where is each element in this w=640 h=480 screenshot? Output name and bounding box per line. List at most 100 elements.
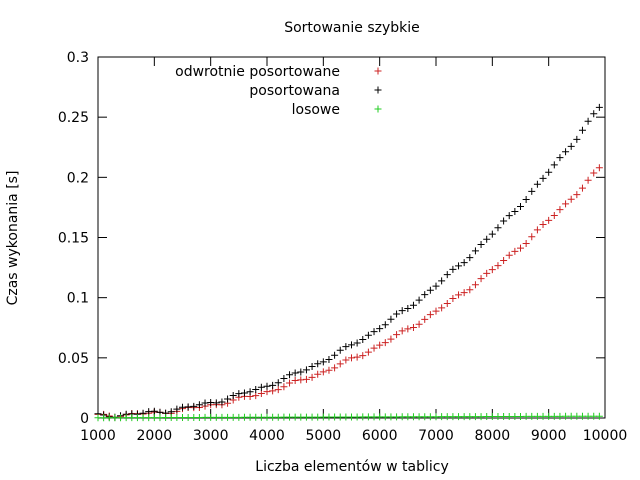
data-point [331,364,339,372]
data-point [280,374,288,382]
y-tick-label: 0.1 [67,291,89,307]
data-point [590,169,598,177]
data-point [246,388,254,396]
legend-label: losowe [292,102,340,118]
data-point [511,247,519,255]
data-point [393,331,401,339]
data-point [381,339,389,347]
data-point [409,301,417,309]
data-point [336,360,344,368]
legend-marker [374,86,382,94]
data-point [398,327,406,335]
data-point [218,398,226,406]
chart-title: Sortowanie szybkie [284,20,420,36]
data-point [426,311,434,319]
data-point [488,230,496,238]
data-point [522,239,530,247]
data-point [325,355,333,363]
data-point [517,203,524,211]
data-point [331,351,339,359]
data-point [533,226,541,234]
data-point [443,299,451,307]
legend-marker [374,105,382,113]
data-point [308,373,316,381]
data-point [449,265,457,273]
data-point [252,392,260,400]
data-point [584,117,592,125]
data-point [235,390,243,398]
data-point [539,221,547,229]
data-point [308,363,316,371]
data-point [240,389,248,397]
data-point [370,344,378,352]
x-tick-label: 9000 [531,428,567,444]
data-point [297,368,305,376]
data-point [302,375,310,383]
data-point [432,307,440,315]
data-point [404,325,412,333]
data-point [494,224,502,232]
x-tick-label: 8000 [475,428,511,444]
data-point [528,187,536,195]
data-point [483,269,491,277]
data-point [573,135,581,143]
legend-label: posortowana [249,83,340,99]
data-point [595,412,603,420]
data-point [421,291,429,299]
y-tick-label: 0 [80,411,89,427]
data-point [252,385,260,393]
x-tick-label: 1000 [80,428,116,444]
data-point [483,235,491,243]
data-point [550,161,558,169]
data-point [438,304,446,312]
data-point [449,295,457,303]
data-point [302,366,310,374]
data-point [578,126,586,134]
data-point [370,328,378,336]
data-point [150,407,158,415]
data-point [562,200,570,208]
data-point [387,335,395,343]
data-point [353,353,361,361]
data-point [471,247,479,255]
data-point [567,195,575,203]
data-point [314,370,322,378]
data-point [348,341,355,349]
data-point [421,315,429,323]
data-point [415,320,423,328]
data-point [590,110,598,118]
data-point [274,379,282,387]
y-tick-label: 0.15 [58,231,89,247]
data-point [545,168,553,176]
legend: odwrotnie posortowane posortowana losowe [175,64,382,118]
y-tick-label: 0.05 [58,351,89,367]
data-point [291,376,299,384]
data-point [455,262,463,270]
data-point [376,325,384,333]
data-point [528,233,536,241]
data-point [286,379,294,387]
legend-marker [374,67,382,75]
x-tick-label: 2000 [137,428,173,444]
data-point [173,405,181,413]
data-point [376,341,384,349]
legend-label: odwrotnie posortowane [175,64,340,80]
data-point [342,356,350,364]
data-point [291,369,299,377]
data-point [336,346,344,354]
data-point [364,348,372,356]
data-point [409,323,417,331]
data-point [471,281,479,289]
data-point [584,176,592,184]
series-1 [94,103,603,421]
x-axis-label: Liczba elementów w tablicy [255,459,448,475]
data-point [398,307,406,315]
data-point [353,339,361,347]
data-points [94,103,603,422]
y-tick-label: 0.25 [58,110,89,126]
data-point [342,343,350,351]
data-point [477,275,485,283]
data-point [494,262,502,270]
data-point [500,256,508,264]
